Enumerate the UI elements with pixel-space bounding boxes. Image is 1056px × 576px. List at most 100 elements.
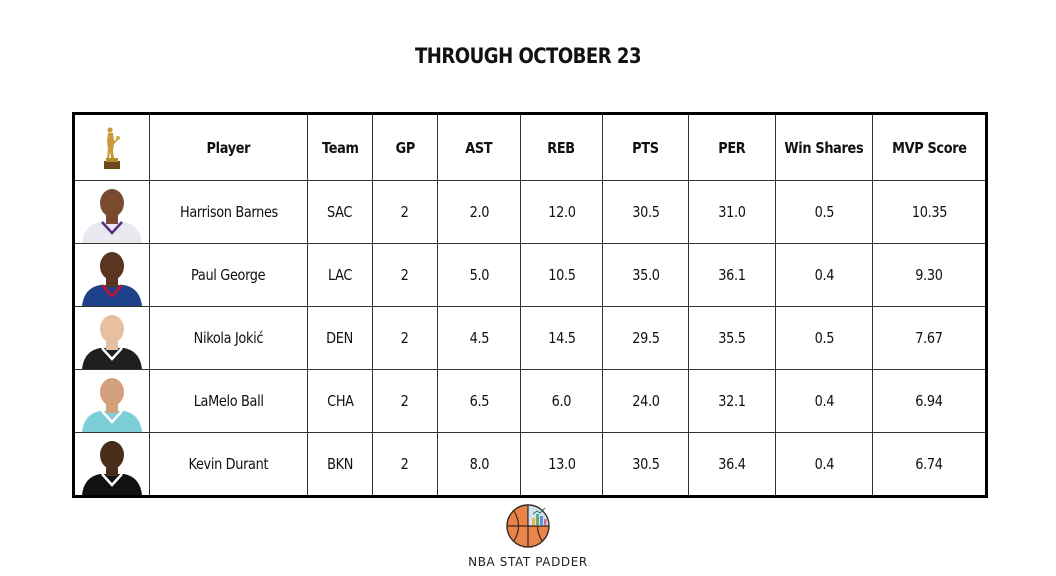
team: LAC: [327, 266, 353, 284]
points: 35.0: [631, 266, 660, 284]
column-header-win-shares: Win Shares: [775, 113, 873, 181]
win-shares-cell: 0.4: [775, 243, 873, 307]
column-header-reb: REB: [520, 113, 603, 181]
assists-cell: 5.0: [437, 243, 521, 307]
win-shares: 0.4: [814, 392, 834, 410]
rebounds-cell: 6.0: [520, 369, 603, 433]
points-cell: 29.5: [602, 306, 689, 370]
games-played: 2: [401, 329, 409, 347]
per: 36.1: [718, 266, 746, 284]
assists-cell: 4.5: [437, 306, 521, 370]
rebounds-cell: 12.0: [520, 180, 603, 244]
points-cell: 30.5: [602, 180, 689, 244]
assists: 2.0: [469, 203, 489, 221]
points-cell: 35.0: [602, 243, 689, 307]
rebounds: 6.0: [551, 392, 572, 410]
player-headshot-icon: [82, 441, 142, 495]
points: 29.5: [631, 329, 660, 347]
table-header-row: Player Team GP AST REB PTS PER Win Share…: [73, 113, 987, 181]
win-shares: 0.4: [814, 266, 834, 284]
player-name-cell: Harrison Barnes: [149, 180, 308, 244]
mvp-score: 7.67: [915, 329, 943, 347]
mvp-ladder-table: Player Team GP AST REB PTS PER Win Share…: [72, 112, 988, 498]
games-played: 2: [401, 392, 409, 410]
player-name: Nikola Jokić: [193, 329, 264, 347]
player-headshot-cell: [73, 306, 150, 370]
rebounds: 14.5: [547, 329, 576, 347]
per: 32.1: [718, 392, 746, 410]
per-cell: 32.1: [688, 369, 776, 433]
player-name: Paul George: [191, 266, 266, 284]
per: 36.4: [718, 455, 746, 473]
team-cell: LAC: [307, 243, 373, 307]
team-cell: BKN: [307, 432, 373, 497]
player-headshot-cell: [73, 243, 150, 307]
games-played: 2: [401, 203, 409, 221]
table-row: LaMelo Ball CHA 2 6.5 6.0 24.0 32.1 0.4 6.94: [73, 369, 987, 433]
points-cell: 24.0: [602, 369, 689, 433]
per-cell: 31.0: [688, 180, 776, 244]
points-cell: 30.5: [602, 432, 689, 497]
player-name: Kevin Durant: [188, 455, 269, 473]
mvp-score: 9.30: [915, 266, 943, 284]
player-name-cell: Nikola Jokić: [149, 306, 308, 370]
player-headshot-cell: [73, 432, 150, 497]
team: DEN: [326, 329, 354, 347]
mvp-score: 10.35: [911, 203, 947, 221]
team: BKN: [327, 455, 353, 473]
mvp-trophy-icon: [104, 126, 120, 169]
table-row: Harrison Barnes SAC 2 2.0 12.0 30.5 31.0 0.5 10.…: [73, 180, 987, 244]
rebounds-cell: 10.5: [520, 243, 603, 307]
rebounds: 12.0: [547, 203, 576, 221]
assists: 5.0: [469, 266, 489, 284]
win-shares-cell: 0.5: [775, 180, 873, 244]
page-title: THROUGH OCTOBER 23: [414, 44, 642, 68]
mvp-score-cell: 6.94: [872, 369, 987, 433]
per: 35.5: [718, 329, 746, 347]
assists-cell: 8.0: [437, 432, 521, 497]
column-header-mvp-score: MVP Score: [872, 113, 987, 181]
player-name-cell: Kevin Durant: [149, 432, 308, 497]
games-played: 2: [401, 455, 409, 473]
assists-cell: 2.0: [437, 180, 521, 244]
basketball-chart-logo: [506, 504, 550, 548]
mvp-score-cell: 9.30: [872, 243, 987, 307]
column-header-team: Team: [307, 113, 373, 181]
win-shares: 0.5: [814, 203, 834, 221]
team-cell: SAC: [307, 180, 373, 244]
mvp-score: 6.74: [915, 455, 943, 473]
player-headshot-cell: [73, 180, 150, 244]
games-played-cell: 2: [372, 180, 438, 244]
mvp-score-cell: 7.67: [872, 306, 987, 370]
header-trophy-cell: [73, 113, 150, 181]
player-name-cell: LaMelo Ball: [149, 369, 308, 433]
column-header-player: Player: [149, 113, 308, 181]
assists: 6.5: [469, 392, 489, 410]
mvp-score-cell: 10.35: [872, 180, 987, 244]
team-cell: CHA: [307, 369, 373, 433]
rebounds: 13.0: [547, 455, 576, 473]
player-name-cell: Paul George: [149, 243, 308, 307]
player-headshot-icon: [82, 315, 142, 369]
mvp-score: 6.94: [915, 392, 943, 410]
player-headshot-icon: [82, 189, 142, 243]
mvp-score-cell: 6.74: [872, 432, 987, 497]
rebounds-cell: 14.5: [520, 306, 603, 370]
player-headshot-icon: [82, 252, 142, 306]
team: CHA: [326, 392, 354, 410]
win-shares-cell: 0.4: [775, 432, 873, 497]
rebounds-cell: 13.0: [520, 432, 603, 497]
column-header-per: PER: [688, 113, 776, 181]
team-cell: DEN: [307, 306, 373, 370]
per-cell: 35.5: [688, 306, 776, 370]
column-header-pts: PTS: [602, 113, 689, 181]
column-header-gp: GP: [372, 113, 438, 181]
assists: 4.5: [469, 329, 489, 347]
per-cell: 36.1: [688, 243, 776, 307]
games-played-cell: 2: [372, 369, 438, 433]
win-shares: 0.5: [814, 329, 834, 347]
brand-name: NBA STAT PADDER: [468, 555, 588, 569]
rebounds: 10.5: [547, 266, 576, 284]
table-row: Nikola Jokić DEN 2 4.5 14.5 29.5 35.5 0.5 7.67: [73, 306, 987, 370]
team: SAC: [327, 203, 353, 221]
